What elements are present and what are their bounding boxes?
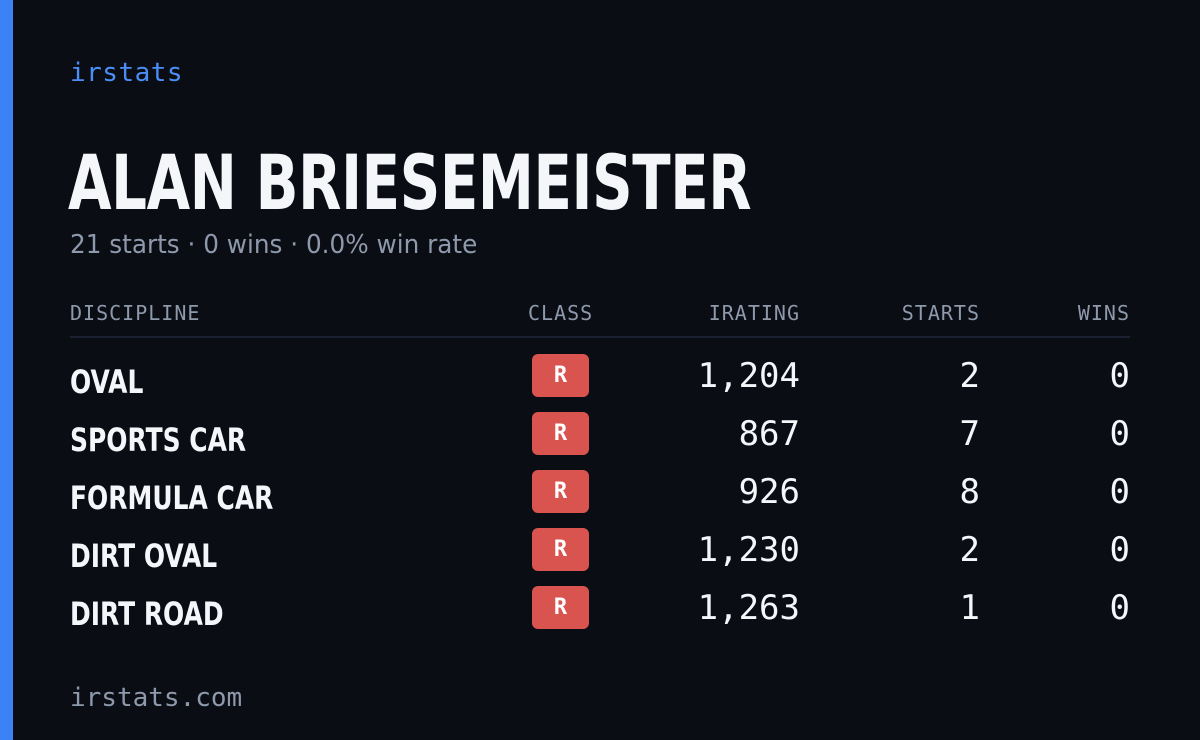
starts-value: 2 xyxy=(959,356,980,396)
driver-name: ALAN BRIESEMEISTER xyxy=(68,138,752,227)
irating-value: 1,204 xyxy=(697,356,800,396)
header-starts: STARTS xyxy=(901,301,980,325)
irating-value: 867 xyxy=(738,414,800,454)
starts-value: 2 xyxy=(959,530,980,570)
wins-value: 0 xyxy=(1109,472,1130,512)
class-badge: R xyxy=(532,528,589,571)
irating-value: 926 xyxy=(738,472,800,512)
driver-summary: 21 starts · 0 wins · 0.0% win rate xyxy=(70,230,478,260)
table-row: SPORTS CAR R 867 7 0 xyxy=(0,412,1200,470)
irating-value: 1,230 xyxy=(697,530,800,570)
class-badge: R xyxy=(532,586,589,629)
header-class: CLASS xyxy=(528,301,594,325)
brand-logo-text: irstats xyxy=(70,58,184,88)
discipline-name: SPORTS CAR xyxy=(70,421,247,459)
header-irating: IRATING xyxy=(708,301,800,325)
footer-url: irstats.com xyxy=(70,683,243,713)
wins-value: 0 xyxy=(1109,356,1130,396)
table-row: DIRT ROAD R 1,263 1 0 xyxy=(0,586,1200,644)
discipline-name: FORMULA CAR xyxy=(70,479,274,517)
class-badge: R xyxy=(532,412,589,455)
class-badge: R xyxy=(532,354,589,397)
wins-value: 0 xyxy=(1109,588,1130,628)
starts-value: 7 xyxy=(959,414,980,454)
table-row: DIRT OVAL R 1,230 2 0 xyxy=(0,528,1200,586)
discipline-name: DIRT ROAD xyxy=(70,595,224,633)
accent-bar xyxy=(0,0,13,740)
starts-value: 8 xyxy=(959,472,980,512)
wins-value: 0 xyxy=(1109,530,1130,570)
class-badge: R xyxy=(532,470,589,513)
header-discipline: DISCIPLINE xyxy=(70,301,201,325)
discipline-name: DIRT OVAL xyxy=(70,537,218,575)
irating-value: 1,263 xyxy=(697,588,800,628)
starts-value: 1 xyxy=(959,588,980,628)
header-wins: WINS xyxy=(1077,301,1130,325)
table-row: OVAL R 1,204 2 0 xyxy=(0,354,1200,412)
table-row: FORMULA CAR R 926 8 0 xyxy=(0,470,1200,528)
discipline-name: OVAL xyxy=(70,363,144,401)
header-divider xyxy=(70,336,1130,338)
wins-value: 0 xyxy=(1109,414,1130,454)
